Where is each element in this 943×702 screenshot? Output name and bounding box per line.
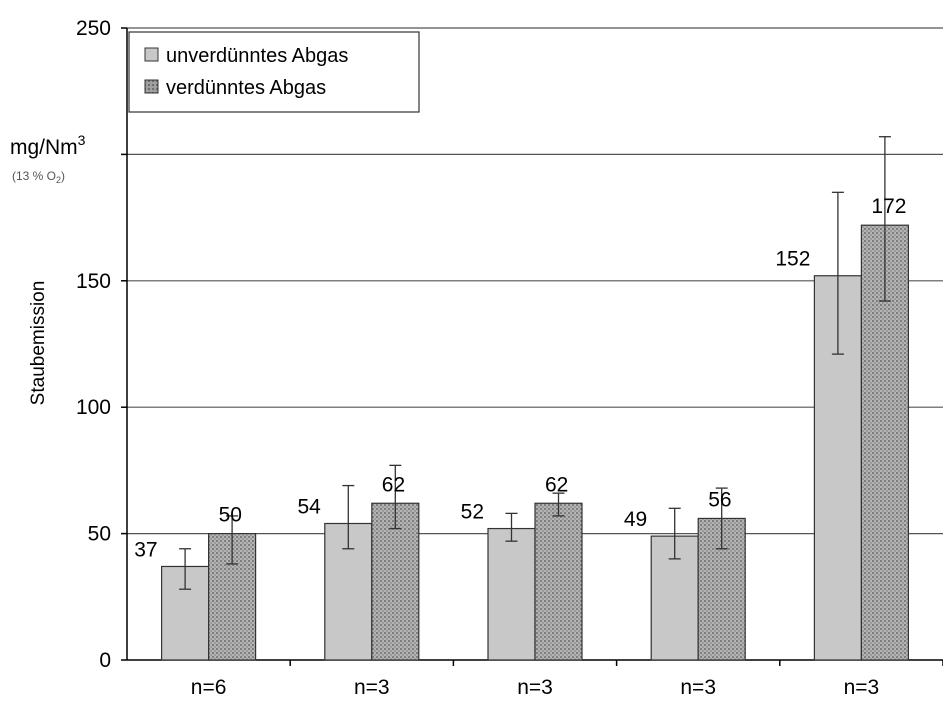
legend-swatch-unverduennt [144,47,159,62]
bars [161,224,910,661]
error-bars [179,136,891,590]
data-label: 50 [219,504,242,527]
bar-verduennt [534,502,583,661]
y-tick-label: 150 [76,270,111,293]
data-label: 172 [871,195,906,218]
legend-swatch-verduennt [144,79,159,94]
data-label: 52 [461,501,484,524]
x-tick-label: n=3 [354,676,390,699]
y-axis-label: Staubemission [28,281,49,406]
bar-verduennt [371,502,420,661]
y-tick-label: 0 [99,649,111,672]
legend-label-unverduennt: unverdünntes Abgas [166,45,348,67]
x-tick-label: n=3 [844,676,880,699]
data-label: 54 [297,495,321,518]
x-tick-label: n=3 [517,676,553,699]
bar-unverduennt [487,527,536,661]
y-tick-label: 50 [88,523,111,546]
data-label: 62 [382,473,405,496]
unit-sublabel: (13 % O2) [12,169,65,185]
data-labels: 37 50 54 62 52 62 49 56 152 172 [134,195,906,561]
gridlines [127,27,943,535]
y-tick-label: 250 [76,17,111,40]
x-tick-labels: n=6 n=3 n=3 n=3 n=3 [191,676,879,699]
data-label: 49 [624,508,647,531]
legend: unverdünntes Abgas verdünntes Abgas [128,31,420,113]
data-label: 56 [708,488,731,511]
unit-label: mg/Nm3 [10,132,86,159]
legend-box [128,31,420,113]
legend-label-verduennt: verdünntes Abgas [166,77,326,99]
x-tick-label: n=6 [191,676,227,699]
y-tick-labels: 0 50 100 150 250 [76,17,111,672]
y-tick-label: 100 [76,396,111,419]
x-tick-label: n=3 [680,676,716,699]
data-label: 37 [134,538,157,561]
data-label: 62 [545,473,568,496]
data-label: 152 [775,248,810,271]
